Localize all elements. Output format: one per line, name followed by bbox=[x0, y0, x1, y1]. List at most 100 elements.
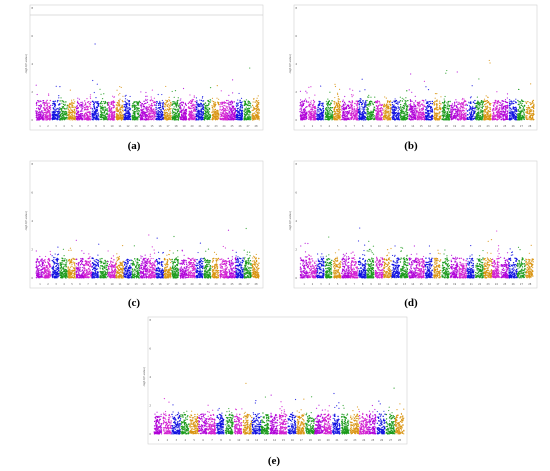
snp-point bbox=[55, 110, 57, 112]
snp-point bbox=[331, 119, 333, 121]
snp-point bbox=[127, 107, 129, 110]
snp-point bbox=[91, 116, 93, 118]
chromosome-tick-label: 10 bbox=[110, 125, 114, 128]
snp-point bbox=[303, 117, 305, 120]
snp-point bbox=[310, 101, 312, 104]
snp-point bbox=[99, 88, 101, 90]
snp-point bbox=[338, 103, 341, 106]
snp-point bbox=[342, 111, 344, 114]
snp-point bbox=[138, 101, 140, 104]
y-tick-label: 4 bbox=[31, 62, 33, 66]
snp-point bbox=[253, 98, 255, 100]
snp-point bbox=[99, 113, 102, 116]
snp-point bbox=[86, 117, 88, 120]
snp-point bbox=[171, 104, 173, 107]
snp-point bbox=[150, 116, 152, 118]
snp-point bbox=[252, 101, 254, 103]
snp-point bbox=[327, 98, 329, 100]
snp-point bbox=[350, 114, 352, 116]
snp-point bbox=[67, 112, 69, 114]
snp-point bbox=[214, 115, 216, 117]
snp-point bbox=[256, 106, 259, 109]
snp-point bbox=[208, 115, 210, 117]
snp-point bbox=[147, 111, 150, 113]
snp-point bbox=[67, 117, 70, 119]
snp-point bbox=[36, 118, 39, 120]
snp-point bbox=[303, 118, 305, 121]
chromosome-tick-label: 12 bbox=[126, 125, 130, 128]
snp-point bbox=[94, 113, 97, 115]
snp-point bbox=[84, 104, 86, 106]
snp-point bbox=[365, 101, 367, 104]
snp-point bbox=[184, 116, 187, 118]
snp-point bbox=[115, 115, 117, 117]
snp-point bbox=[171, 112, 173, 114]
snp-point bbox=[341, 108, 343, 110]
snp-point bbox=[140, 107, 143, 109]
snp-point bbox=[363, 117, 365, 119]
snp-point bbox=[46, 116, 49, 118]
snp-point bbox=[366, 117, 368, 119]
snp-point bbox=[219, 102, 222, 104]
y-axis-label: -log10(P-value) bbox=[288, 54, 292, 74]
snp-point bbox=[63, 101, 65, 103]
snp-point bbox=[302, 111, 304, 113]
snp-point bbox=[71, 101, 73, 103]
snp-point bbox=[305, 116, 307, 119]
snp-point bbox=[240, 116, 242, 118]
snp-point bbox=[331, 113, 333, 115]
snp-point bbox=[110, 111, 112, 113]
chromosome-tick-label: 15 bbox=[420, 125, 424, 128]
snp-point bbox=[89, 111, 91, 113]
snp-point bbox=[128, 116, 130, 118]
snp-point bbox=[147, 106, 149, 109]
snp-point bbox=[104, 117, 106, 119]
snp-point bbox=[356, 105, 358, 107]
snp-point bbox=[229, 113, 232, 115]
snp-point bbox=[35, 102, 38, 105]
snp-point bbox=[367, 107, 369, 110]
snp-point bbox=[233, 101, 235, 103]
snp-point bbox=[208, 118, 211, 120]
snp-point bbox=[198, 117, 200, 120]
chromosome-tick-label: 18 bbox=[174, 125, 178, 128]
snp-point bbox=[85, 105, 88, 108]
snp-point bbox=[39, 108, 42, 110]
snp-point bbox=[133, 108, 136, 111]
snp-point bbox=[241, 107, 244, 109]
snp-point bbox=[231, 79, 234, 81]
snp-point bbox=[223, 109, 225, 112]
snp-point bbox=[151, 103, 153, 105]
snp-point bbox=[361, 112, 363, 114]
snp-point bbox=[36, 110, 39, 112]
snp-point bbox=[77, 115, 79, 117]
snp-point bbox=[313, 106, 315, 109]
snp-point bbox=[167, 118, 169, 120]
snp-point bbox=[246, 111, 249, 113]
snp-point bbox=[56, 113, 58, 116]
snp-point bbox=[208, 100, 210, 103]
snp-point bbox=[174, 103, 177, 105]
snp-point bbox=[240, 102, 243, 104]
snp-point bbox=[314, 116, 316, 118]
snp-points bbox=[299, 59, 535, 121]
chromosome-tick-label: 14 bbox=[142, 125, 146, 128]
snp-point bbox=[168, 100, 171, 102]
snp-point bbox=[208, 104, 210, 106]
snp-point bbox=[203, 115, 205, 117]
snp-point bbox=[256, 97, 258, 99]
snp-point bbox=[363, 101, 365, 104]
snp-point bbox=[316, 108, 319, 111]
snp-point bbox=[346, 104, 349, 107]
snp-point bbox=[122, 100, 124, 103]
snp-point bbox=[351, 107, 354, 109]
snp-point bbox=[211, 104, 213, 107]
snp-point bbox=[36, 115, 38, 117]
snp-point bbox=[42, 102, 44, 105]
snp-point bbox=[62, 119, 64, 121]
snp-point bbox=[349, 113, 352, 115]
snp-point bbox=[157, 93, 159, 96]
snp-point bbox=[121, 105, 124, 107]
snp-point bbox=[228, 117, 230, 119]
snp-point bbox=[224, 102, 227, 104]
